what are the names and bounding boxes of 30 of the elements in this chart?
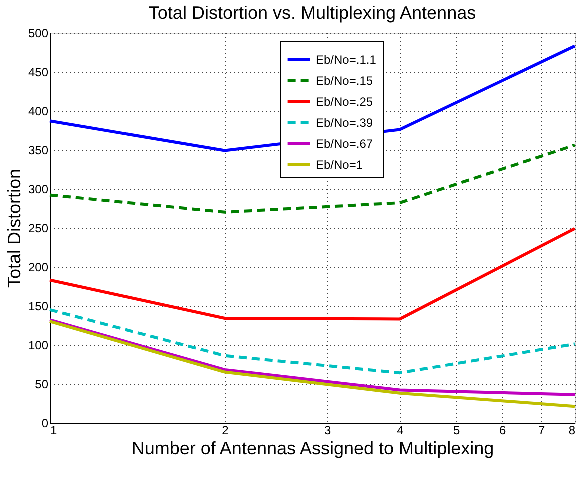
- y-tick-label: 450: [28, 66, 49, 80]
- y-tick-label: 50: [35, 378, 49, 392]
- x-tick-label: 6: [500, 424, 507, 438]
- legend-label: Eb/No=1: [316, 158, 364, 172]
- y-tick-label: 400: [28, 104, 49, 118]
- y-tick-label: 350: [28, 144, 49, 158]
- y-tick-label: 250: [28, 222, 49, 236]
- y-tick-label: 100: [28, 338, 49, 352]
- x-tick-label: 3: [324, 424, 332, 438]
- x-tick-label: 1: [50, 424, 58, 438]
- y-tick-label: 300: [28, 182, 49, 196]
- legend-label: Eb/No=.67: [316, 137, 374, 151]
- x-tick-label: 7: [538, 424, 546, 438]
- line-series: [48, 227, 576, 321]
- legend-label: Eb/No=.15: [316, 74, 374, 88]
- y-tick-label: 200: [28, 260, 49, 274]
- y-tick-label: 500: [28, 26, 49, 40]
- y-tick-label: 150: [28, 300, 49, 314]
- legend-label: Eb/No=.1.1: [316, 53, 377, 67]
- y-tick-label: 0: [42, 416, 49, 430]
- y-axis-title: Total Distortion: [4, 168, 24, 288]
- legend-label: Eb/No=.25: [316, 95, 374, 109]
- x-axis-title: Number of Antennas Assigned to Multiplexing: [132, 438, 494, 458]
- x-tick-label: 8: [568, 424, 576, 438]
- x-tick-label: 2: [222, 424, 230, 438]
- chart-title: Total Distortion vs. Multiplexing Antennas: [148, 3, 476, 23]
- x-tick-label: 5: [453, 424, 460, 438]
- line-series: [48, 308, 576, 375]
- legend-label: Eb/No=.39: [316, 116, 374, 130]
- x-tick-label: 4: [397, 424, 404, 438]
